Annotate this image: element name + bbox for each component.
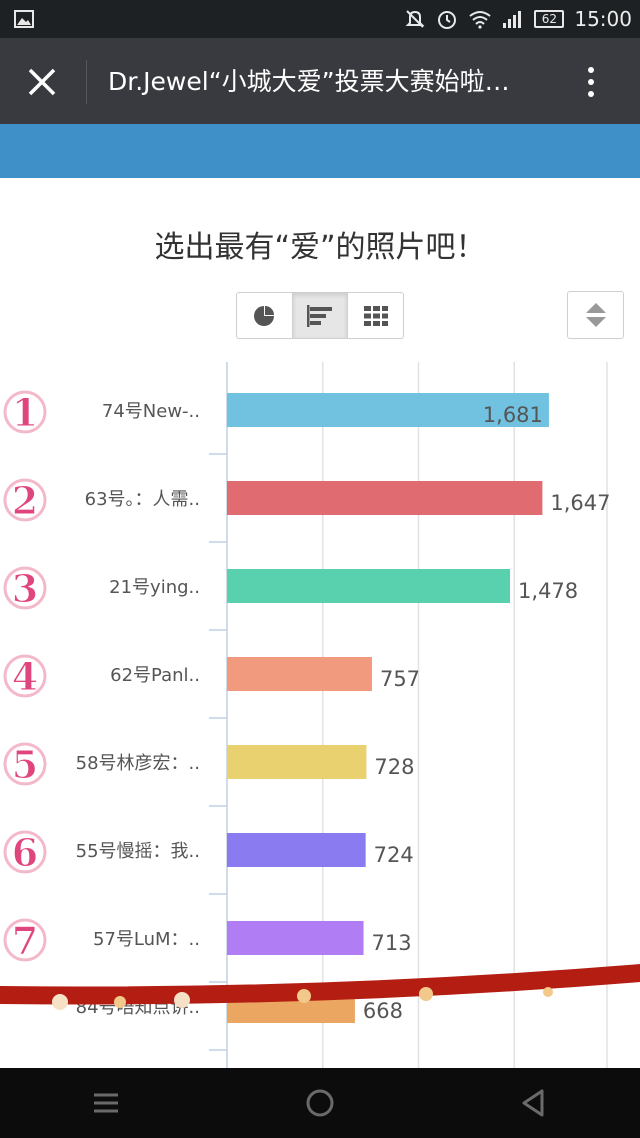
bar[interactable]	[227, 921, 364, 955]
rank-badge: 3	[3, 566, 47, 612]
battery-icon: 62	[534, 10, 565, 28]
close-icon[interactable]	[20, 60, 64, 104]
rank-badge: 2	[3, 478, 47, 524]
rank-badge: 7	[3, 918, 47, 964]
status-bar: 62 15:00	[0, 0, 640, 38]
value-label: 1,478	[518, 579, 578, 603]
image-icon	[14, 10, 34, 28]
value-label: 1,681	[483, 403, 543, 427]
rank-badge: 5	[3, 742, 47, 788]
bar[interactable]	[227, 745, 367, 779]
bar[interactable]	[227, 569, 511, 603]
mute-icon	[405, 10, 425, 28]
decorative-ribbon	[0, 964, 640, 1010]
svg-text:2: 2	[12, 478, 38, 523]
category-label: 57号LuM：..	[93, 929, 200, 950]
svg-text:4: 4	[12, 654, 38, 699]
bar[interactable]	[227, 833, 366, 867]
category-label: 62号Panl..	[110, 665, 200, 686]
value-label: 713	[372, 931, 412, 955]
sort-icon	[585, 303, 606, 327]
category-label: 21号ying..	[109, 577, 200, 598]
svg-text:7: 7	[12, 918, 38, 963]
svg-text:6: 6	[12, 830, 38, 875]
title-divider	[86, 60, 87, 104]
navigation-bar	[0, 1068, 640, 1138]
bar-chart-icon	[307, 304, 332, 327]
svg-text:1: 1	[12, 390, 38, 435]
value-label: 1,647	[550, 491, 610, 515]
category-label: 63号。：人需..	[85, 489, 200, 510]
value-label: 668	[363, 999, 403, 1023]
category-label: 55号慢摇：我..	[76, 841, 200, 862]
grid-icon	[363, 305, 388, 326]
bar-chart-button[interactable]	[292, 293, 349, 338]
menu-icon[interactable]	[88, 1085, 124, 1121]
chart-type-switch	[236, 292, 404, 339]
value-label: 757	[380, 667, 420, 691]
sort-button[interactable]	[567, 291, 624, 339]
header-banner	[0, 124, 640, 178]
grid-view-button[interactable]	[348, 293, 403, 338]
bar[interactable]	[227, 481, 543, 515]
bar[interactable]	[227, 393, 549, 427]
value-label: 728	[374, 755, 414, 779]
back-icon[interactable]	[516, 1085, 552, 1121]
home-icon[interactable]	[302, 1085, 338, 1121]
rank-badge: 6	[3, 830, 47, 876]
svg-text:5: 5	[12, 742, 38, 787]
rank-badge: 4	[3, 654, 47, 700]
bar[interactable]	[227, 657, 372, 691]
pie-chart-icon	[254, 303, 277, 326]
pie-chart-button[interactable]	[237, 293, 293, 338]
signal-icon	[503, 11, 522, 28]
status-time: 15:00	[574, 7, 632, 31]
category-label: 74号New-..	[102, 401, 200, 422]
chart-heading: 选出最有“爱”的照片吧！	[154, 230, 486, 265]
more-options-icon[interactable]	[576, 60, 606, 104]
banner-partial-text	[270, 124, 286, 146]
wifi-icon	[469, 11, 491, 29]
page-title: Dr.Jewel“小城大爱”投票大赛始啦…	[108, 67, 510, 96]
category-label: 58号林彦宏：..	[76, 753, 200, 774]
alarm-icon	[438, 11, 457, 29]
value-label: 724	[374, 843, 414, 867]
rank-badge: 1	[3, 390, 47, 436]
svg-text:3: 3	[12, 566, 38, 611]
title-bar: Dr.Jewel“小城大爱”投票大赛始啦…	[0, 38, 640, 124]
